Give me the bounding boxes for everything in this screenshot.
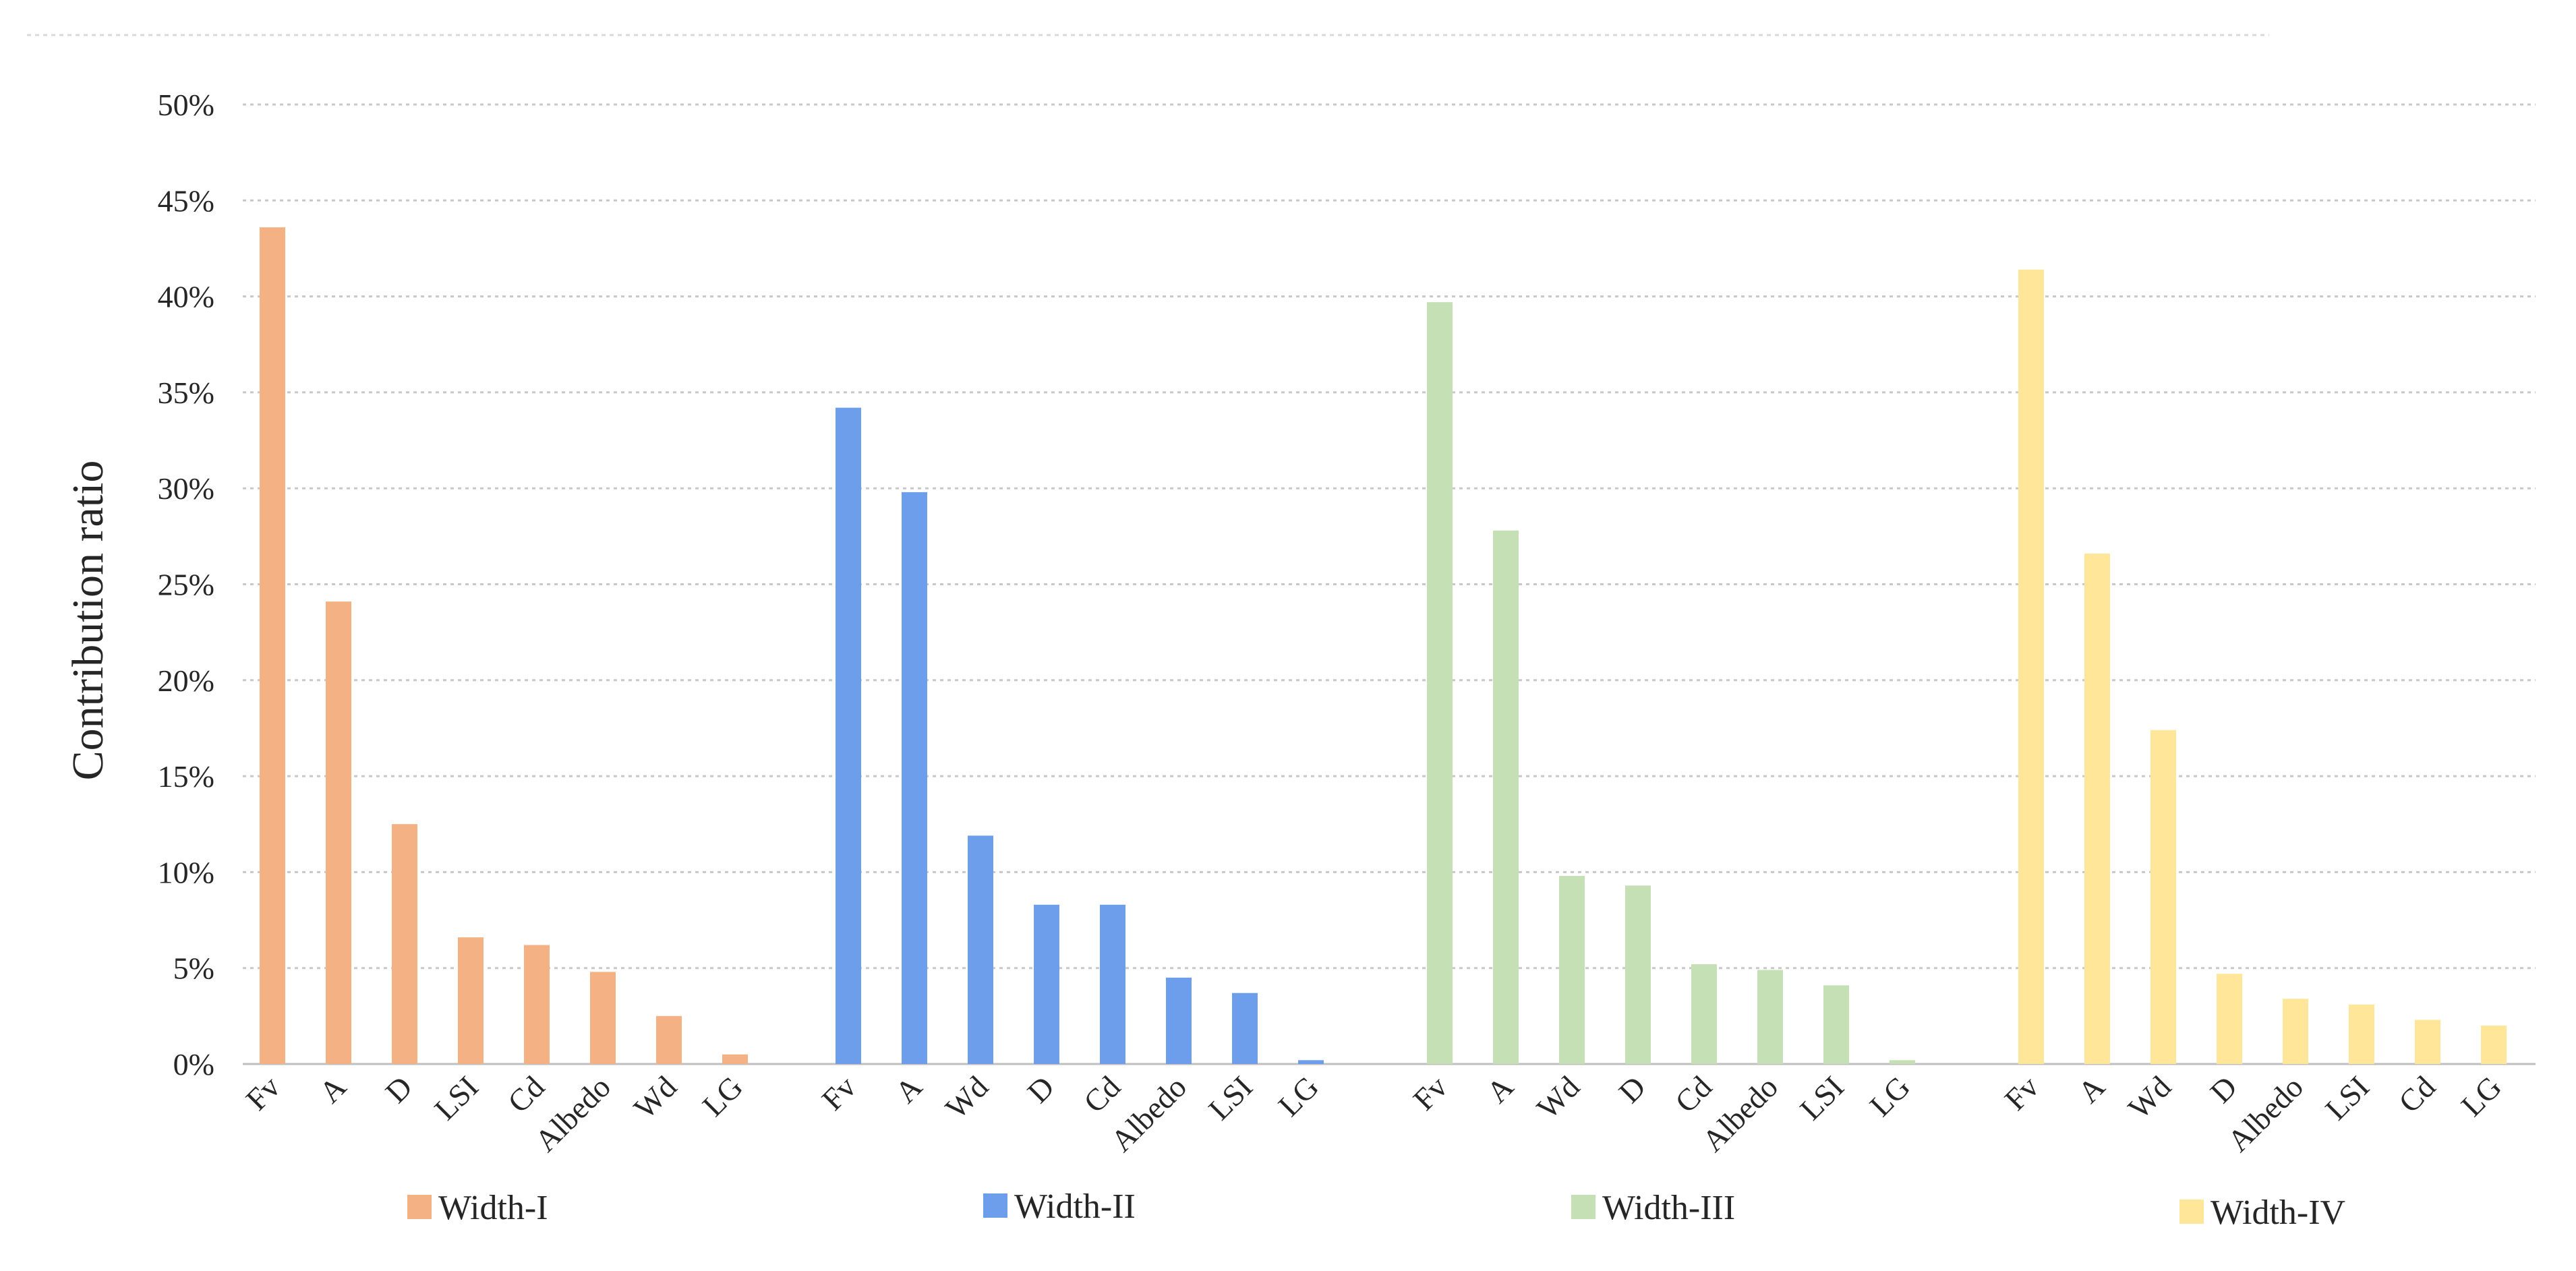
bar [392, 824, 417, 1064]
bar [1034, 904, 1059, 1064]
bar [1100, 904, 1125, 1064]
x-tick-label: A [889, 1069, 929, 1110]
bar [524, 945, 550, 1064]
bar [1625, 885, 1651, 1064]
y-tick-label: 30% [158, 471, 214, 506]
x-tick-label: Wd [1530, 1069, 1586, 1125]
bar [458, 937, 484, 1064]
bar [656, 1015, 682, 1064]
x-tick-label: LG [1863, 1069, 1916, 1123]
x-tick-label: LSI [428, 1069, 485, 1127]
x-tick-label: Albedo [1104, 1069, 1193, 1158]
x-tick-label: LSI [1793, 1069, 1850, 1127]
y-tick-label: 15% [158, 759, 214, 794]
x-tick-label: LSI [2318, 1069, 2376, 1127]
x-tick-label: Cd [1668, 1069, 1718, 1119]
legend-label: Width-III [1602, 1189, 1735, 1227]
y-tick-label: 10% [158, 855, 214, 889]
x-tick-label: Albedo [1695, 1069, 1784, 1158]
bar [722, 1054, 748, 1064]
bars [260, 227, 2507, 1065]
x-tick-label: Cd [2392, 1069, 2442, 1119]
y-axis-ticks: 0% 5% 10% 15% 20% 25% 30% 35% 40% 45% 50% [158, 88, 214, 1082]
bar [326, 601, 351, 1064]
x-tick-label: A [313, 1069, 353, 1110]
bar [2481, 1026, 2507, 1064]
bar [1232, 993, 1258, 1064]
x-tick-label: LG [696, 1069, 749, 1123]
bar [1427, 302, 1453, 1065]
legend-label: Width-I [438, 1189, 548, 1227]
x-tick-label: Albedo [2221, 1069, 2310, 1158]
x-tick-label: Wd [627, 1069, 683, 1125]
bar [2349, 1004, 2374, 1064]
x-tick-label: Fv [1407, 1069, 1454, 1117]
x-tick-label: Wd [939, 1069, 995, 1125]
bar [1757, 970, 1783, 1064]
bar [1691, 964, 1717, 1064]
x-tick-label: A [1480, 1069, 1521, 1110]
legend-label: Width-II [1014, 1187, 1136, 1226]
y-axis-label: Contribution ratio [63, 461, 113, 781]
bar [1823, 985, 1849, 1064]
bar [1559, 876, 1585, 1064]
legend-swatch [2179, 1200, 2204, 1224]
x-tick-label: LSI [1202, 1069, 1259, 1127]
y-tick-label: 50% [158, 88, 214, 122]
bar [2283, 999, 2308, 1064]
x-tick-label: Wd [2121, 1069, 2177, 1125]
bar [590, 972, 616, 1064]
bar [2415, 1019, 2440, 1064]
bar [1493, 530, 1519, 1064]
y-tick-label: 45% [158, 183, 214, 218]
bar [1890, 1060, 1915, 1064]
gridlines [243, 103, 2536, 1065]
y-tick-label: 5% [173, 951, 214, 986]
x-tick-label: LG [2455, 1069, 2508, 1123]
bar [1166, 977, 1192, 1064]
bar [2018, 269, 2044, 1065]
y-tick-label: 0% [173, 1047, 214, 1082]
bar [1298, 1060, 1324, 1064]
x-tick-label: D [379, 1069, 419, 1110]
x-tick-label: LG [1272, 1069, 1325, 1123]
y-tick-label: 40% [158, 280, 214, 314]
x-tick-label: Fv [1998, 1069, 2045, 1117]
bar [260, 227, 285, 1064]
legend-label: Width-IV [2211, 1193, 2345, 1232]
legend-swatch [1571, 1195, 1596, 1219]
y-tick-label: 20% [158, 663, 214, 698]
x-tick-label: D [1612, 1069, 1653, 1110]
bar [902, 492, 927, 1064]
y-tick-label: 25% [158, 568, 214, 602]
x-tick-label: Fv [815, 1069, 862, 1117]
x-tick-label: Albedo [528, 1069, 617, 1158]
legend-swatch [407, 1195, 432, 1219]
x-tick-label: D [1021, 1069, 1061, 1110]
x-tick-label: Fv [239, 1069, 287, 1117]
y-tick-label: 35% [158, 376, 214, 410]
x-tick-label: D [2204, 1069, 2244, 1110]
legend: Width-I Width-II Width-III Width-IV [407, 1187, 2345, 1232]
bar [968, 835, 993, 1064]
x-tick-label: A [2072, 1069, 2112, 1110]
legend-swatch [983, 1193, 1007, 1218]
bar [2084, 553, 2110, 1064]
bar [2217, 974, 2242, 1064]
x-tick-label: Cd [1077, 1069, 1127, 1119]
bar [2150, 730, 2176, 1064]
x-tick-label: Cd [501, 1069, 551, 1119]
bar [836, 407, 861, 1064]
